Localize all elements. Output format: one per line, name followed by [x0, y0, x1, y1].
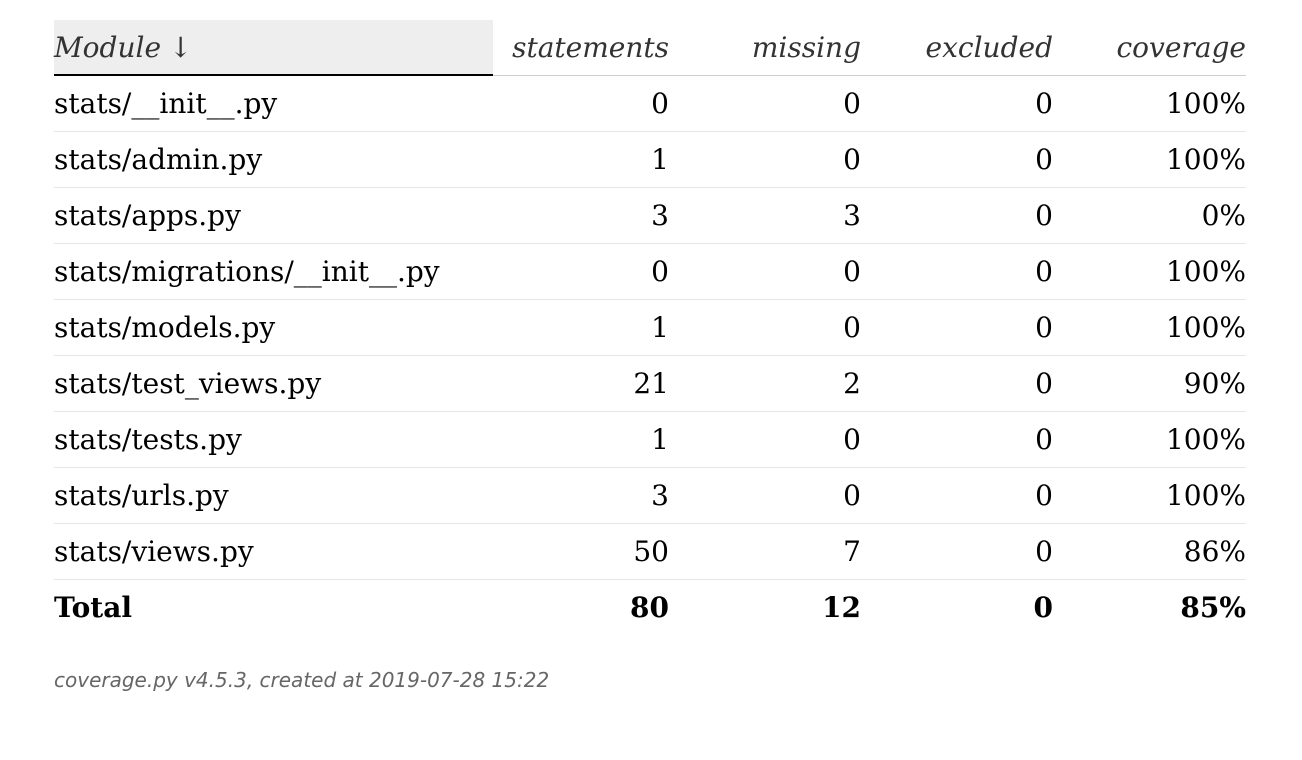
missing-cell: 7 — [669, 523, 861, 580]
coverage-cell: 100% — [1053, 75, 1246, 132]
table-row[interactable]: stats/tests.py 1 0 0 100% — [54, 411, 1246, 468]
column-header-excluded[interactable]: excluded — [861, 20, 1053, 76]
coverage-cell: 0% — [1053, 187, 1246, 244]
total-missing: 12 — [822, 591, 861, 624]
total-statements: 80 — [630, 591, 669, 624]
total-coverage: 85% — [1180, 591, 1246, 624]
module-link[interactable]: stats/admin.py — [54, 131, 493, 188]
excluded-cell: 0 — [861, 299, 1053, 356]
table-row[interactable]: stats/apps.py 3 3 0 0% — [54, 187, 1246, 244]
coverage-table: Module ↓ statements missing excluded cove… — [54, 20, 1246, 635]
module-link[interactable]: stats/__init__.py — [54, 75, 493, 132]
missing-cell: 3 — [669, 187, 861, 244]
module-link[interactable]: stats/models.py — [54, 299, 493, 356]
table-row[interactable]: stats/views.py 50 7 0 86% — [54, 523, 1246, 580]
statements-cell: 21 — [493, 355, 669, 412]
report-footer-text: coverage.py v4.5.3, created at 2019-07-2… — [54, 668, 550, 692]
coverage-cell: 100% — [1053, 411, 1246, 468]
statements-cell: 1 — [493, 299, 669, 356]
coverage-cell: 90% — [1053, 355, 1246, 412]
table-row[interactable]: stats/test_views.py 21 2 0 90% — [54, 355, 1246, 412]
table-header: Module ↓ statements missing excluded cove… — [54, 20, 1246, 76]
coverage-report: Module ↓ statements missing excluded cove… — [54, 20, 1246, 635]
sort-descending-icon: ↓ — [169, 30, 193, 64]
module-link[interactable]: stats/test_views.py — [54, 355, 493, 412]
coverage-cell: 100% — [1053, 467, 1246, 524]
column-header-statements[interactable]: statements — [493, 20, 669, 76]
excluded-cell: 0 — [861, 243, 1053, 300]
module-link[interactable]: stats/tests.py — [54, 411, 493, 468]
statements-cell: 1 — [493, 411, 669, 468]
excluded-cell: 0 — [861, 355, 1053, 412]
excluded-cell: 0 — [861, 131, 1053, 188]
module-link[interactable]: stats/views.py — [54, 523, 493, 580]
statements-cell: 1 — [493, 131, 669, 188]
module-link[interactable]: stats/urls.py — [54, 467, 493, 524]
coverage-cell: 100% — [1053, 299, 1246, 356]
statements-cell: 3 — [493, 187, 669, 244]
column-header-coverage[interactable]: coverage — [1053, 20, 1246, 76]
module-link[interactable]: stats/apps.py — [54, 187, 493, 244]
column-header-module-label: Module — [54, 30, 162, 64]
statements-cell: 0 — [493, 243, 669, 300]
statements-cell: 50 — [493, 523, 669, 580]
missing-cell: 0 — [669, 75, 861, 132]
missing-cell: 0 — [669, 131, 861, 188]
excluded-cell: 0 — [861, 467, 1053, 524]
column-header-missing[interactable]: missing — [669, 20, 861, 76]
total-excluded: 0 — [1033, 591, 1053, 624]
module-link[interactable]: stats/migrations/__init__.py — [54, 243, 493, 300]
table-row[interactable]: stats/migrations/__init__.py 0 0 0 100% — [54, 243, 1246, 300]
statements-cell: 3 — [493, 467, 669, 524]
table-row[interactable]: stats/urls.py 3 0 0 100% — [54, 467, 1246, 524]
excluded-cell: 0 — [861, 411, 1053, 468]
coverage-cell: 100% — [1053, 131, 1246, 188]
table-footer: Total 80 12 0 85% — [54, 580, 1246, 636]
coverage-cell: 100% — [1053, 243, 1246, 300]
column-header-module[interactable]: Module ↓ — [54, 20, 493, 76]
missing-cell: 2 — [669, 355, 861, 412]
missing-cell: 0 — [669, 299, 861, 356]
statements-cell: 0 — [493, 75, 669, 132]
missing-cell: 0 — [669, 411, 861, 468]
excluded-cell: 0 — [861, 523, 1053, 580]
total-label: Total — [54, 591, 133, 624]
coverage-cell: 86% — [1053, 523, 1246, 580]
excluded-cell: 0 — [861, 75, 1053, 132]
missing-cell: 0 — [669, 243, 861, 300]
excluded-cell: 0 — [861, 187, 1053, 244]
header-row: Module ↓ statements missing excluded cove… — [54, 20, 1246, 76]
table-row[interactable]: stats/models.py 1 0 0 100% — [54, 299, 1246, 356]
table-row[interactable]: stats/__init__.py 0 0 0 100% — [54, 75, 1246, 132]
missing-cell: 0 — [669, 467, 861, 524]
table-row[interactable]: stats/admin.py 1 0 0 100% — [54, 131, 1246, 188]
table-body: stats/__init__.py 0 0 0 100% stats/admin… — [54, 75, 1246, 580]
total-row: Total 80 12 0 85% — [54, 580, 1246, 636]
